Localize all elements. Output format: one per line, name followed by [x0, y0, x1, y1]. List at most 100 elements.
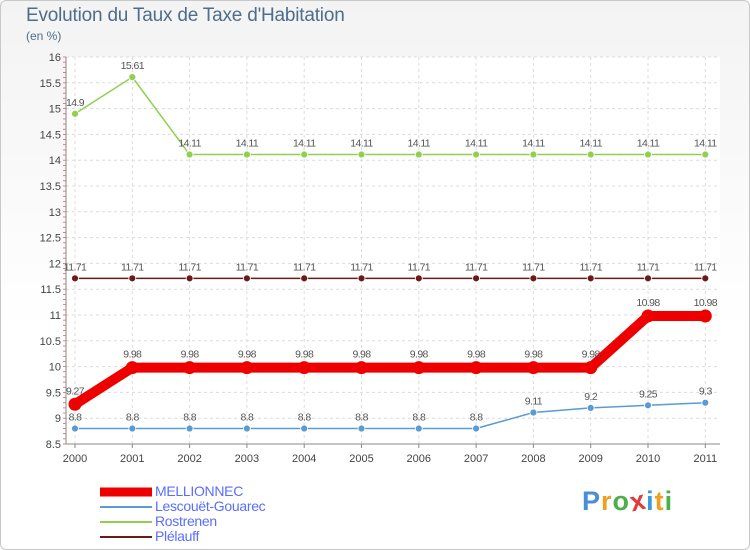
- chart-title: Evolution du Taux de Taxe d'Habitation: [26, 5, 345, 26]
- logo-letter: P: [582, 486, 602, 516]
- data-point: [469, 361, 483, 375]
- series-line-mellionnec: [70, 311, 711, 410]
- data-label: 11.71: [465, 261, 488, 273]
- data-label: 11.71: [637, 261, 660, 273]
- x-tick-label: 2007: [464, 453, 488, 465]
- data-label: 8.8: [126, 412, 140, 424]
- data-point: [529, 408, 538, 417]
- legend-label-rostrenen: Rostrenen: [155, 513, 217, 529]
- y-tick-label: 15: [49, 104, 61, 116]
- data-label: 14.11: [694, 138, 717, 150]
- data-point: [242, 274, 251, 283]
- data-label: 14.11: [178, 138, 201, 150]
- series-line-lescou-t-gouarec: [74, 401, 707, 430]
- data-point: [472, 274, 481, 283]
- logo-letter: i: [646, 486, 655, 516]
- x-tick-label: 2005: [349, 453, 373, 465]
- y-tick-label: 14.5: [40, 129, 61, 141]
- x-tick-label: 2000: [63, 453, 87, 465]
- x-tick-label: 2008: [521, 453, 545, 465]
- data-point: [71, 274, 79, 283]
- data-label: 10.98: [636, 297, 660, 309]
- data-point: [526, 361, 540, 375]
- data-point: [586, 403, 595, 412]
- data-point: [414, 274, 423, 283]
- data-point: [183, 361, 197, 375]
- data-point: [240, 361, 254, 375]
- data-point: [698, 309, 712, 323]
- data-point: [584, 361, 598, 375]
- data-label: 10.98: [694, 297, 718, 309]
- data-label: 9.98: [181, 349, 200, 361]
- y-tick-label: 9.5: [46, 387, 61, 399]
- data-point: [300, 424, 309, 433]
- y-tick-label: 13.5: [40, 181, 61, 193]
- data-label: 8.8: [241, 412, 255, 424]
- data-label: 14.11: [637, 138, 660, 150]
- data-point: [641, 309, 655, 323]
- data-label: 14.11: [522, 138, 545, 150]
- data-label: 14.11: [465, 138, 488, 150]
- data-label: 11.71: [236, 261, 259, 273]
- data-point: [185, 424, 194, 433]
- data-label: 9.98: [410, 349, 429, 361]
- x-tick-label: 2001: [120, 453, 144, 465]
- data-label: 14.11: [350, 138, 373, 150]
- data-point: [128, 424, 137, 433]
- x-tick-label: 2010: [636, 453, 660, 465]
- data-label: 9.98: [467, 349, 486, 361]
- data-point: [586, 274, 595, 283]
- data-point: [412, 361, 426, 375]
- data-point: [300, 150, 309, 159]
- y-tick-label: 16: [49, 52, 61, 64]
- y-tick-label: 9: [55, 413, 61, 425]
- data-point: [300, 274, 309, 283]
- data-label: 8.8: [355, 412, 369, 424]
- data-point: [355, 361, 368, 375]
- data-label: 11.71: [178, 261, 201, 273]
- data-label: 11.71: [350, 261, 373, 273]
- data-label: 11.71: [408, 261, 431, 273]
- data-point: [185, 274, 194, 283]
- data-label: 11.71: [694, 261, 717, 273]
- data-point: [242, 424, 251, 433]
- y-tick-label: 12: [49, 258, 61, 270]
- data-point: [297, 361, 311, 375]
- data-point: [71, 424, 79, 433]
- data-point: [701, 398, 710, 407]
- data-label: 14.9: [66, 97, 85, 109]
- data-point: [128, 274, 137, 283]
- data-point: [472, 150, 481, 159]
- data-point: [644, 401, 652, 410]
- data-label: 8.8: [412, 412, 426, 424]
- logo-letter: o: [612, 486, 631, 516]
- y-tick-label: 11.5: [40, 284, 61, 296]
- plot-area: [66, 57, 720, 444]
- data-label: 9.25: [639, 388, 658, 400]
- data-point: [529, 150, 538, 159]
- data-point: [414, 150, 423, 159]
- y-tick-label: 10: [49, 362, 61, 374]
- data-point: [357, 150, 366, 159]
- data-point: [242, 150, 251, 159]
- y-tick-label: 15.5: [40, 78, 61, 90]
- legend-label-plelauff: Plélauff: [155, 528, 200, 544]
- data-label: 8.8: [69, 412, 83, 424]
- y-tick-label: 10.5: [40, 336, 61, 348]
- y-tick-label: 12.5: [40, 233, 61, 245]
- data-label: 11.71: [522, 261, 545, 273]
- data-point: [357, 424, 366, 433]
- data-label: 11.71: [579, 261, 602, 273]
- legend-label-mellionnec: MELLIONNEC: [155, 483, 244, 499]
- data-point: [128, 73, 137, 82]
- y-tick-label: 13: [49, 207, 61, 219]
- chart-subtitle: (en %): [26, 29, 62, 43]
- data-point: [701, 150, 710, 159]
- legend-swatch-mellionnec: [100, 487, 152, 496]
- data-point: [472, 424, 481, 433]
- data-label: 9.11: [525, 396, 543, 408]
- data-label: 9.98: [524, 349, 543, 361]
- data-point: [414, 424, 423, 433]
- data-label: 8.8: [183, 412, 197, 424]
- legend-swatch-rostrenen: [100, 520, 152, 523]
